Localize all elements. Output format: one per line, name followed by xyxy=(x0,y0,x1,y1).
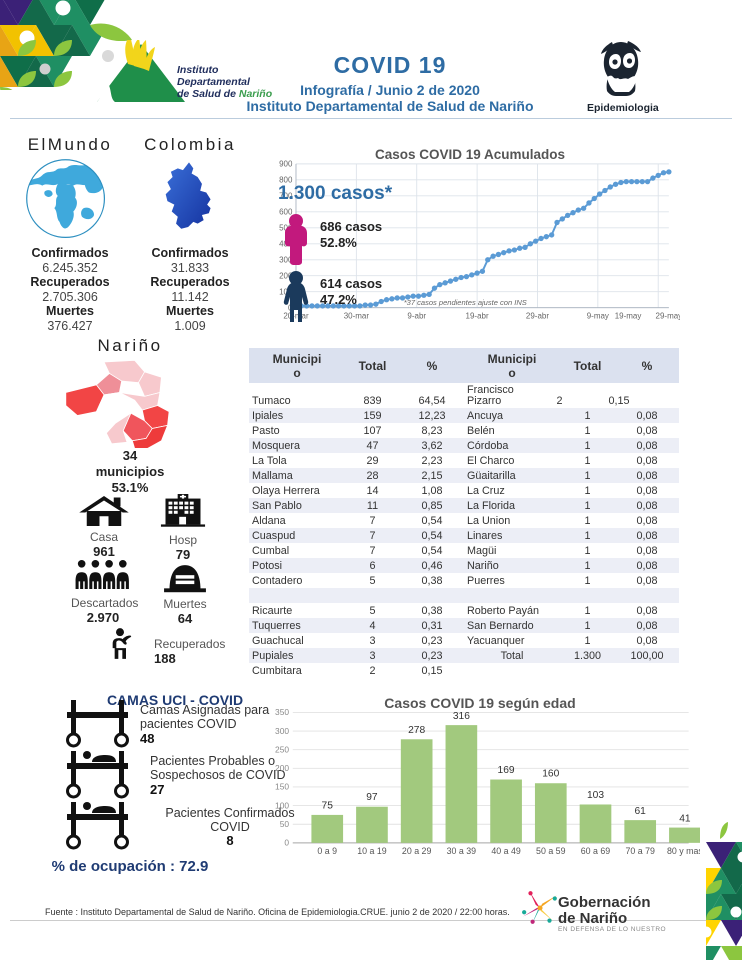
svg-text:160: 160 xyxy=(542,769,559,780)
svg-text:50: 50 xyxy=(280,819,290,829)
svg-text:70 a 79: 70 a 79 xyxy=(625,846,655,856)
svg-text:10 a 19: 10 a 19 xyxy=(357,846,387,856)
svg-text:40 a 49: 40 a 49 xyxy=(491,846,521,856)
svg-text:350: 350 xyxy=(275,707,289,717)
svg-text:29-abr: 29-abr xyxy=(526,311,549,320)
svg-text:100: 100 xyxy=(275,800,289,810)
svg-text:50 a 59: 50 a 59 xyxy=(536,846,566,856)
svg-text:20 a 29: 20 a 29 xyxy=(402,846,432,856)
svg-text:19-abr: 19-abr xyxy=(466,311,489,320)
svg-text:80 y mas: 80 y mas xyxy=(667,846,700,856)
svg-text:61: 61 xyxy=(635,806,647,817)
svg-text:9-may: 9-may xyxy=(587,311,609,320)
svg-text:169: 169 xyxy=(498,765,515,776)
svg-text:278: 278 xyxy=(408,725,425,736)
svg-text:60 a 69: 60 a 69 xyxy=(581,846,611,856)
svg-text:103: 103 xyxy=(587,790,604,801)
svg-text:19-may: 19-may xyxy=(615,311,642,320)
svg-text:316: 316 xyxy=(453,711,470,722)
svg-text:97: 97 xyxy=(366,792,378,803)
svg-text:200: 200 xyxy=(275,763,289,773)
svg-text:9-abr: 9-abr xyxy=(407,311,426,320)
svg-text:0 a 9: 0 a 9 xyxy=(317,846,337,856)
svg-text:250: 250 xyxy=(275,745,289,755)
svg-text:30-mar: 30-mar xyxy=(344,311,370,320)
svg-text:300: 300 xyxy=(275,726,289,736)
svg-text:29-may: 29-may xyxy=(656,311,680,320)
svg-text:0: 0 xyxy=(284,838,289,848)
svg-text:75: 75 xyxy=(322,800,334,811)
svg-text:41: 41 xyxy=(679,813,691,824)
svg-text:150: 150 xyxy=(275,782,289,792)
svg-text:30 a 39: 30 a 39 xyxy=(447,846,477,856)
svg-text:900: 900 xyxy=(279,160,293,169)
svg-text:*37 casos pendientes ajuste c: *37 casos pendientes ajuste con INS xyxy=(404,298,527,307)
